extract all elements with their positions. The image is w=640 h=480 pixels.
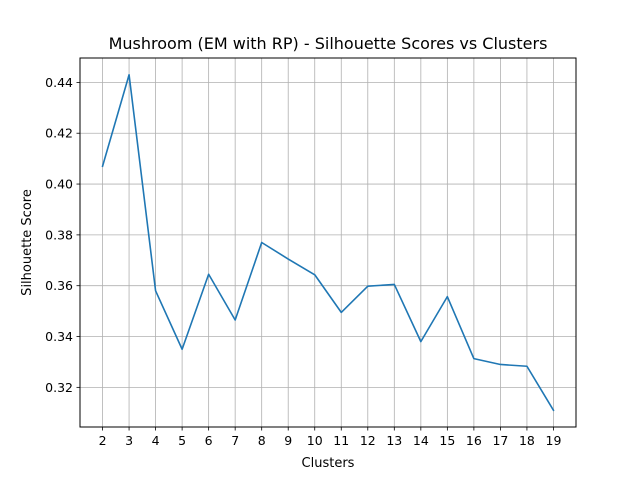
y-tick-label: 0.34 [45,329,73,344]
x-tick-label: 6 [205,433,213,448]
x-tick-label: 7 [231,433,239,448]
x-tick-label: 16 [466,433,482,448]
x-tick-label: 8 [258,433,266,448]
x-tick-label: 18 [519,433,535,448]
x-tick-label: 9 [284,433,292,448]
grid [80,58,576,427]
x-tick-label: 15 [439,433,455,448]
y-tick-label: 0.32 [45,380,73,395]
x-tick-label: 14 [413,433,429,448]
ticks: 2 3 4 5 6 7 8 9 10 11 12 13 14 15 16 17 18 19 0.32 0.34 0.36… [45,75,561,448]
x-tick-label: 5 [178,433,186,448]
x-tick-label: 4 [152,433,160,448]
series-line [101,73,555,412]
x-tick-label: 12 [360,433,376,448]
y-axis-label: Silhouette Score [20,189,35,296]
y-tick-label: 0.42 [45,126,73,141]
y-tick-label: 0.40 [45,177,73,192]
x-tick-label: 11 [333,433,349,448]
plot-frame [79,57,577,428]
x-tick-label: 13 [386,433,402,448]
x-tick-label: 2 [99,433,107,448]
x-tick-label: 19 [546,433,562,448]
x-axis-label: Clusters [302,456,355,471]
y-tick-label: 0.38 [45,227,73,242]
x-tick-label: 10 [307,433,323,448]
y-tick-label: 0.36 [45,278,73,293]
x-tick-label: 3 [125,433,133,448]
series-layer [101,73,555,412]
x-tick-label: 17 [492,433,508,448]
y-tick-label: 0.44 [45,75,73,90]
chart-title: Mushroom (EM with RP) - Silhouette Score… [109,34,548,53]
